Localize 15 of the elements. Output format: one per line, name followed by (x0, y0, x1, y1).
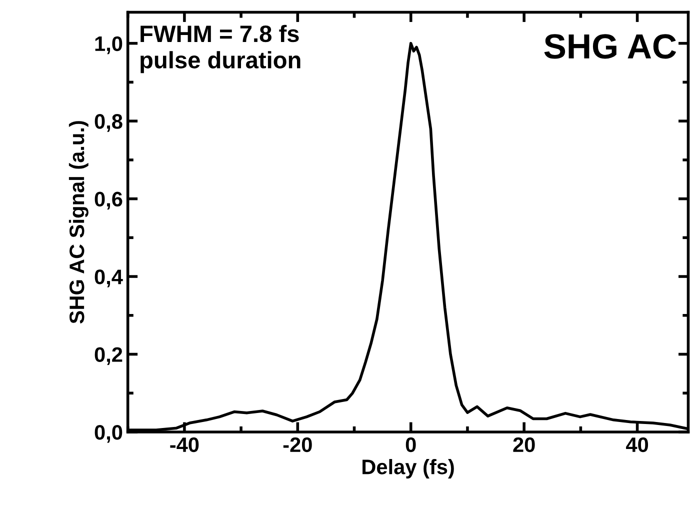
annotation: FWHM = 7.8 fs pulse duration (140, 24, 300, 74)
x-tick-label: 20 (513, 437, 535, 452)
annotation: SHG AC (544, 34, 676, 59)
y-axis-title: SHG AC Signal (a.u.) (68, 121, 88, 324)
x-tick-label: 40 (626, 437, 648, 452)
x-tick-label: -40 (170, 437, 199, 452)
x-axis-title: Delay (fs) (362, 459, 454, 478)
y-tick-label: 1,0 (95, 36, 122, 54)
x-tick-label: -20 (283, 437, 312, 452)
y-tick-label: 0,6 (94, 192, 122, 210)
y-tick-label: 0,2 (94, 347, 122, 366)
y-tick-label: 0,0 (94, 424, 122, 443)
y-tick-label: 0,8 (94, 114, 122, 132)
x-tick-label: 0 (406, 437, 416, 452)
y-tick-label: 0,4 (94, 270, 123, 288)
